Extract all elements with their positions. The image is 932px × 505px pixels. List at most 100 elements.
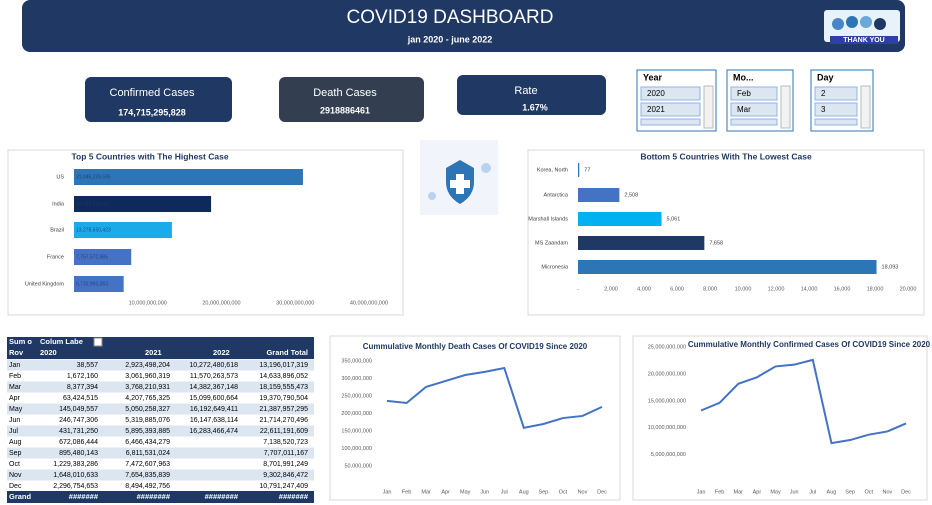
table-footer-cell: ######## (205, 492, 239, 501)
slicer-item (640, 86, 701, 101)
table-cell: Aug (9, 439, 22, 446)
bar (578, 260, 877, 274)
table-header-cell: Grand Total (266, 348, 308, 357)
table-cell: 145,049,557 (59, 406, 98, 413)
slicer-item-label: 3 (821, 105, 826, 114)
table-cell: 7,138,520,723 (263, 439, 308, 446)
kpi-value: 1.67% (522, 102, 548, 112)
table-cell: 16,147,638,114 (190, 417, 238, 424)
table-cell: 11,570,263,573 (190, 373, 238, 380)
slicer-scroll (860, 85, 871, 129)
bar (74, 169, 303, 185)
x-tick-label: 20,000 (900, 286, 917, 292)
data-label: 2,508 (624, 192, 638, 198)
x-tick-label: 6,000 (670, 286, 684, 292)
slicer-title: Day (817, 72, 834, 82)
x-tick-label: 2,000 (604, 286, 618, 292)
table-cell: 7,707,011,167 (264, 450, 308, 457)
x-tick-label: Apr (753, 489, 762, 495)
slicer-item (814, 118, 858, 126)
table-row (7, 480, 314, 492)
table-cell: May (9, 406, 23, 413)
x-tick-label: Aug (519, 489, 529, 495)
x-tick-label: Apr (441, 489, 450, 495)
x-tick-label: May (460, 489, 471, 495)
table-cell: 14,633,896,052 (259, 373, 308, 380)
table-cell: 16,283,466,474 (189, 428, 238, 435)
table-row (7, 403, 314, 415)
table-row (7, 458, 314, 470)
table-footer (7, 491, 314, 503)
table-cell: 6,811,531,024 (126, 450, 170, 457)
bar (74, 249, 132, 265)
x-tick-label: Mar (421, 489, 431, 495)
x-tick-label: Mar (734, 489, 744, 495)
x-tick-label: Nov (578, 489, 588, 495)
y-tick-label: 150,000,000 (341, 428, 372, 434)
bar (578, 236, 705, 250)
table-cell: 7,472,607,963 (125, 461, 170, 468)
table-cell: Oct (9, 461, 20, 468)
table-cell: 4,207,765,325 (125, 395, 170, 402)
y-tick-label: 10,000,000,000 (648, 425, 686, 431)
data-label: 6,732,993,353 (76, 281, 108, 287)
table-cell: 21,387,957,295 (259, 406, 308, 413)
y-tick-label: MS Zaandam (535, 240, 568, 246)
x-tick-label: May (770, 489, 781, 495)
virus-icon (420, 140, 498, 215)
table-cell: 1,672,160 (67, 373, 98, 380)
x-tick-label: Dec (597, 489, 607, 495)
bar (74, 276, 124, 292)
table-cell: 1,229,383,286 (53, 461, 98, 468)
x-tick-label: Jun (790, 489, 799, 495)
table-cell: 38,557 (77, 362, 99, 369)
y-tick-label: 300,000,000 (341, 376, 372, 382)
table-row (7, 381, 314, 393)
table-header-cell: 2022 (213, 348, 230, 357)
table-header-cell: 2020 (40, 348, 57, 357)
slicer-title: Mo... (733, 72, 754, 82)
table-cell: 5,895,393,885 (125, 428, 170, 435)
data-label: 77 (584, 167, 590, 173)
slicer-item-label: Mar (737, 105, 751, 114)
x-tick-label: Aug (827, 489, 837, 495)
kpi-card (279, 77, 424, 122)
kpi-label: Death Cases (313, 87, 377, 99)
table-header-cell: Colum Labe (40, 337, 83, 346)
y-tick-label: 250,000,000 (341, 393, 372, 399)
chart-panel (527, 149, 925, 316)
y-tick-label: US (56, 174, 64, 180)
header-bar (22, 0, 905, 52)
slicer-title: Year (643, 72, 663, 82)
x-tick-label: 10,000 (735, 286, 752, 292)
table-row (7, 359, 314, 371)
table-footer-cell: ####### (69, 492, 99, 501)
kpi-value: 2918886461 (320, 105, 370, 115)
table-footer-cell: ######## (137, 492, 171, 501)
x-tick-label: 30,000,000,000 (276, 300, 314, 306)
chart-title: Top 5 Countries with The Highest Case (71, 151, 228, 161)
y-tick-label: 25,000,000,000 (648, 344, 686, 350)
table-cell: 2,923,498,204 (125, 362, 170, 369)
table-cell: 1,648,010,633 (53, 472, 98, 479)
y-tick-label: Marshall Islands (528, 216, 568, 222)
kpi-label: Confirmed Cases (110, 87, 195, 99)
table-cell: 22,611,191,609 (260, 428, 308, 435)
y-tick-label: United Kingdom (25, 281, 65, 287)
slicer-item-label: Feb (737, 89, 751, 98)
table-cell: 6,466,434,279 (125, 439, 170, 446)
data-label: 13,278,550,423 (76, 227, 111, 233)
table-cell: 2,296,754,653 (53, 483, 98, 490)
y-tick-label: 350,000,000 (341, 358, 372, 364)
y-tick-label: Brazil (50, 227, 64, 233)
slicer-item-label: 2021 (647, 105, 665, 114)
x-tick-label: Nov (882, 489, 892, 495)
y-tick-label: Antarctica (544, 192, 569, 198)
table-cell: 5,319,885,076 (125, 417, 170, 424)
y-tick-label: 15,000,000,000 (648, 398, 686, 404)
data-label: 18,093 (882, 264, 899, 270)
x-tick-label: 16,000 (834, 286, 851, 292)
chart-panel (329, 335, 621, 501)
title: COVID19 DASHBOARD (347, 7, 554, 28)
